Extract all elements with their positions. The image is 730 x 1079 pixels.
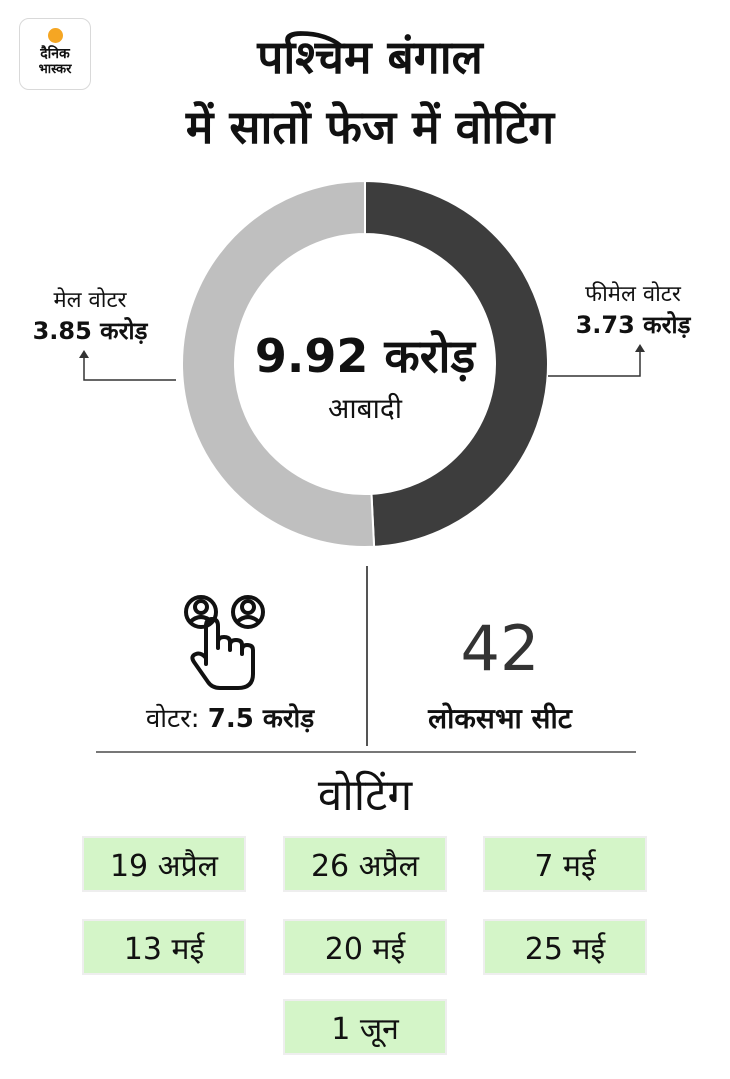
population-label: आबादी <box>328 392 402 425</box>
female-voter-title: फीमेल वोटर <box>585 282 681 307</box>
page-title-line-1: पश्चिम बंगाल <box>257 30 483 84</box>
phase-1-date: 19 अप्रैल <box>82 836 246 892</box>
logo-line-1: दैनिक <box>40 46 70 62</box>
female-connector-arrow <box>635 344 645 352</box>
voter-count: वोटर: 7.5 करोड़ <box>100 702 360 736</box>
phase-2-date: 26 अप्रैल <box>283 836 447 892</box>
voter-hand-icon <box>184 595 265 690</box>
female-connector-line <box>548 350 641 377</box>
seat-label: लोकसभा सीट <box>428 702 572 735</box>
female-voter-label: फीमेल वोटर 3.73 करोड़ <box>548 280 718 340</box>
phase-7-date: 1 जून <box>283 999 447 1055</box>
page-title-line-2: में सातों फेज में वोटिंग <box>185 100 555 154</box>
phase-4-date: 13 मई <box>82 919 246 975</box>
male-connector-arrow <box>79 350 89 358</box>
donut-slice-male <box>181 179 376 548</box>
phase-6-date: 25 मई <box>483 919 647 975</box>
male-voter-value: 3.85 करोड़ <box>32 317 148 345</box>
seat-count: 42 <box>460 612 540 685</box>
stats-divider <box>366 566 368 746</box>
section-divider <box>96 751 636 753</box>
voter-count-label: वोटर: <box>145 704 200 734</box>
population-value: 9.92 करोड़ <box>254 329 476 383</box>
male-connector-line <box>83 356 176 381</box>
voter-donut-chart <box>79 179 645 548</box>
sun-icon <box>48 28 63 43</box>
phase-5-date: 20 मई <box>283 919 447 975</box>
phase-3-date: 7 मई <box>483 836 647 892</box>
voter-count-value: 7.5 करोड़ <box>207 704 315 734</box>
logo-line-2: भास्कर <box>38 62 72 77</box>
male-voter-label: मेल वोटर 3.85 करोड़ <box>10 286 170 346</box>
voting-heading: वोटिंग <box>317 770 413 821</box>
dainik-bhaskar-logo: दैनिक भास्कर <box>19 18 91 90</box>
male-voter-title: मेल वोटर <box>53 288 127 313</box>
female-voter-value: 3.73 करोड़ <box>575 311 691 339</box>
donut-slice-female <box>364 179 550 548</box>
